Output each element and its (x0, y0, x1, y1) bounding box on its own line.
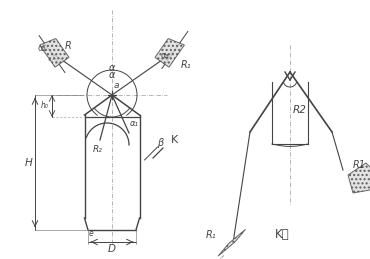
Polygon shape (348, 163, 370, 193)
Polygon shape (40, 39, 69, 67)
Text: R₁: R₁ (181, 60, 192, 70)
Text: α₃: α₃ (160, 51, 169, 60)
Text: R₁: R₁ (206, 231, 217, 240)
Text: R1: R1 (353, 160, 366, 170)
Text: α₁: α₁ (130, 119, 139, 127)
Text: D: D (108, 244, 116, 254)
Text: α₂: α₂ (37, 44, 46, 53)
Text: α: α (109, 63, 115, 73)
Text: α: α (109, 70, 115, 80)
Text: R2: R2 (293, 105, 307, 115)
Polygon shape (218, 229, 246, 256)
Text: e: e (89, 229, 94, 239)
Text: K: K (171, 135, 179, 145)
Text: h₀: h₀ (41, 102, 49, 111)
Polygon shape (155, 39, 184, 67)
Text: a: a (114, 81, 120, 90)
Text: β: β (158, 138, 164, 148)
Text: R: R (65, 41, 71, 51)
Text: R₂: R₂ (93, 146, 103, 155)
Text: K向: K向 (275, 228, 289, 241)
Text: H: H (25, 157, 33, 168)
